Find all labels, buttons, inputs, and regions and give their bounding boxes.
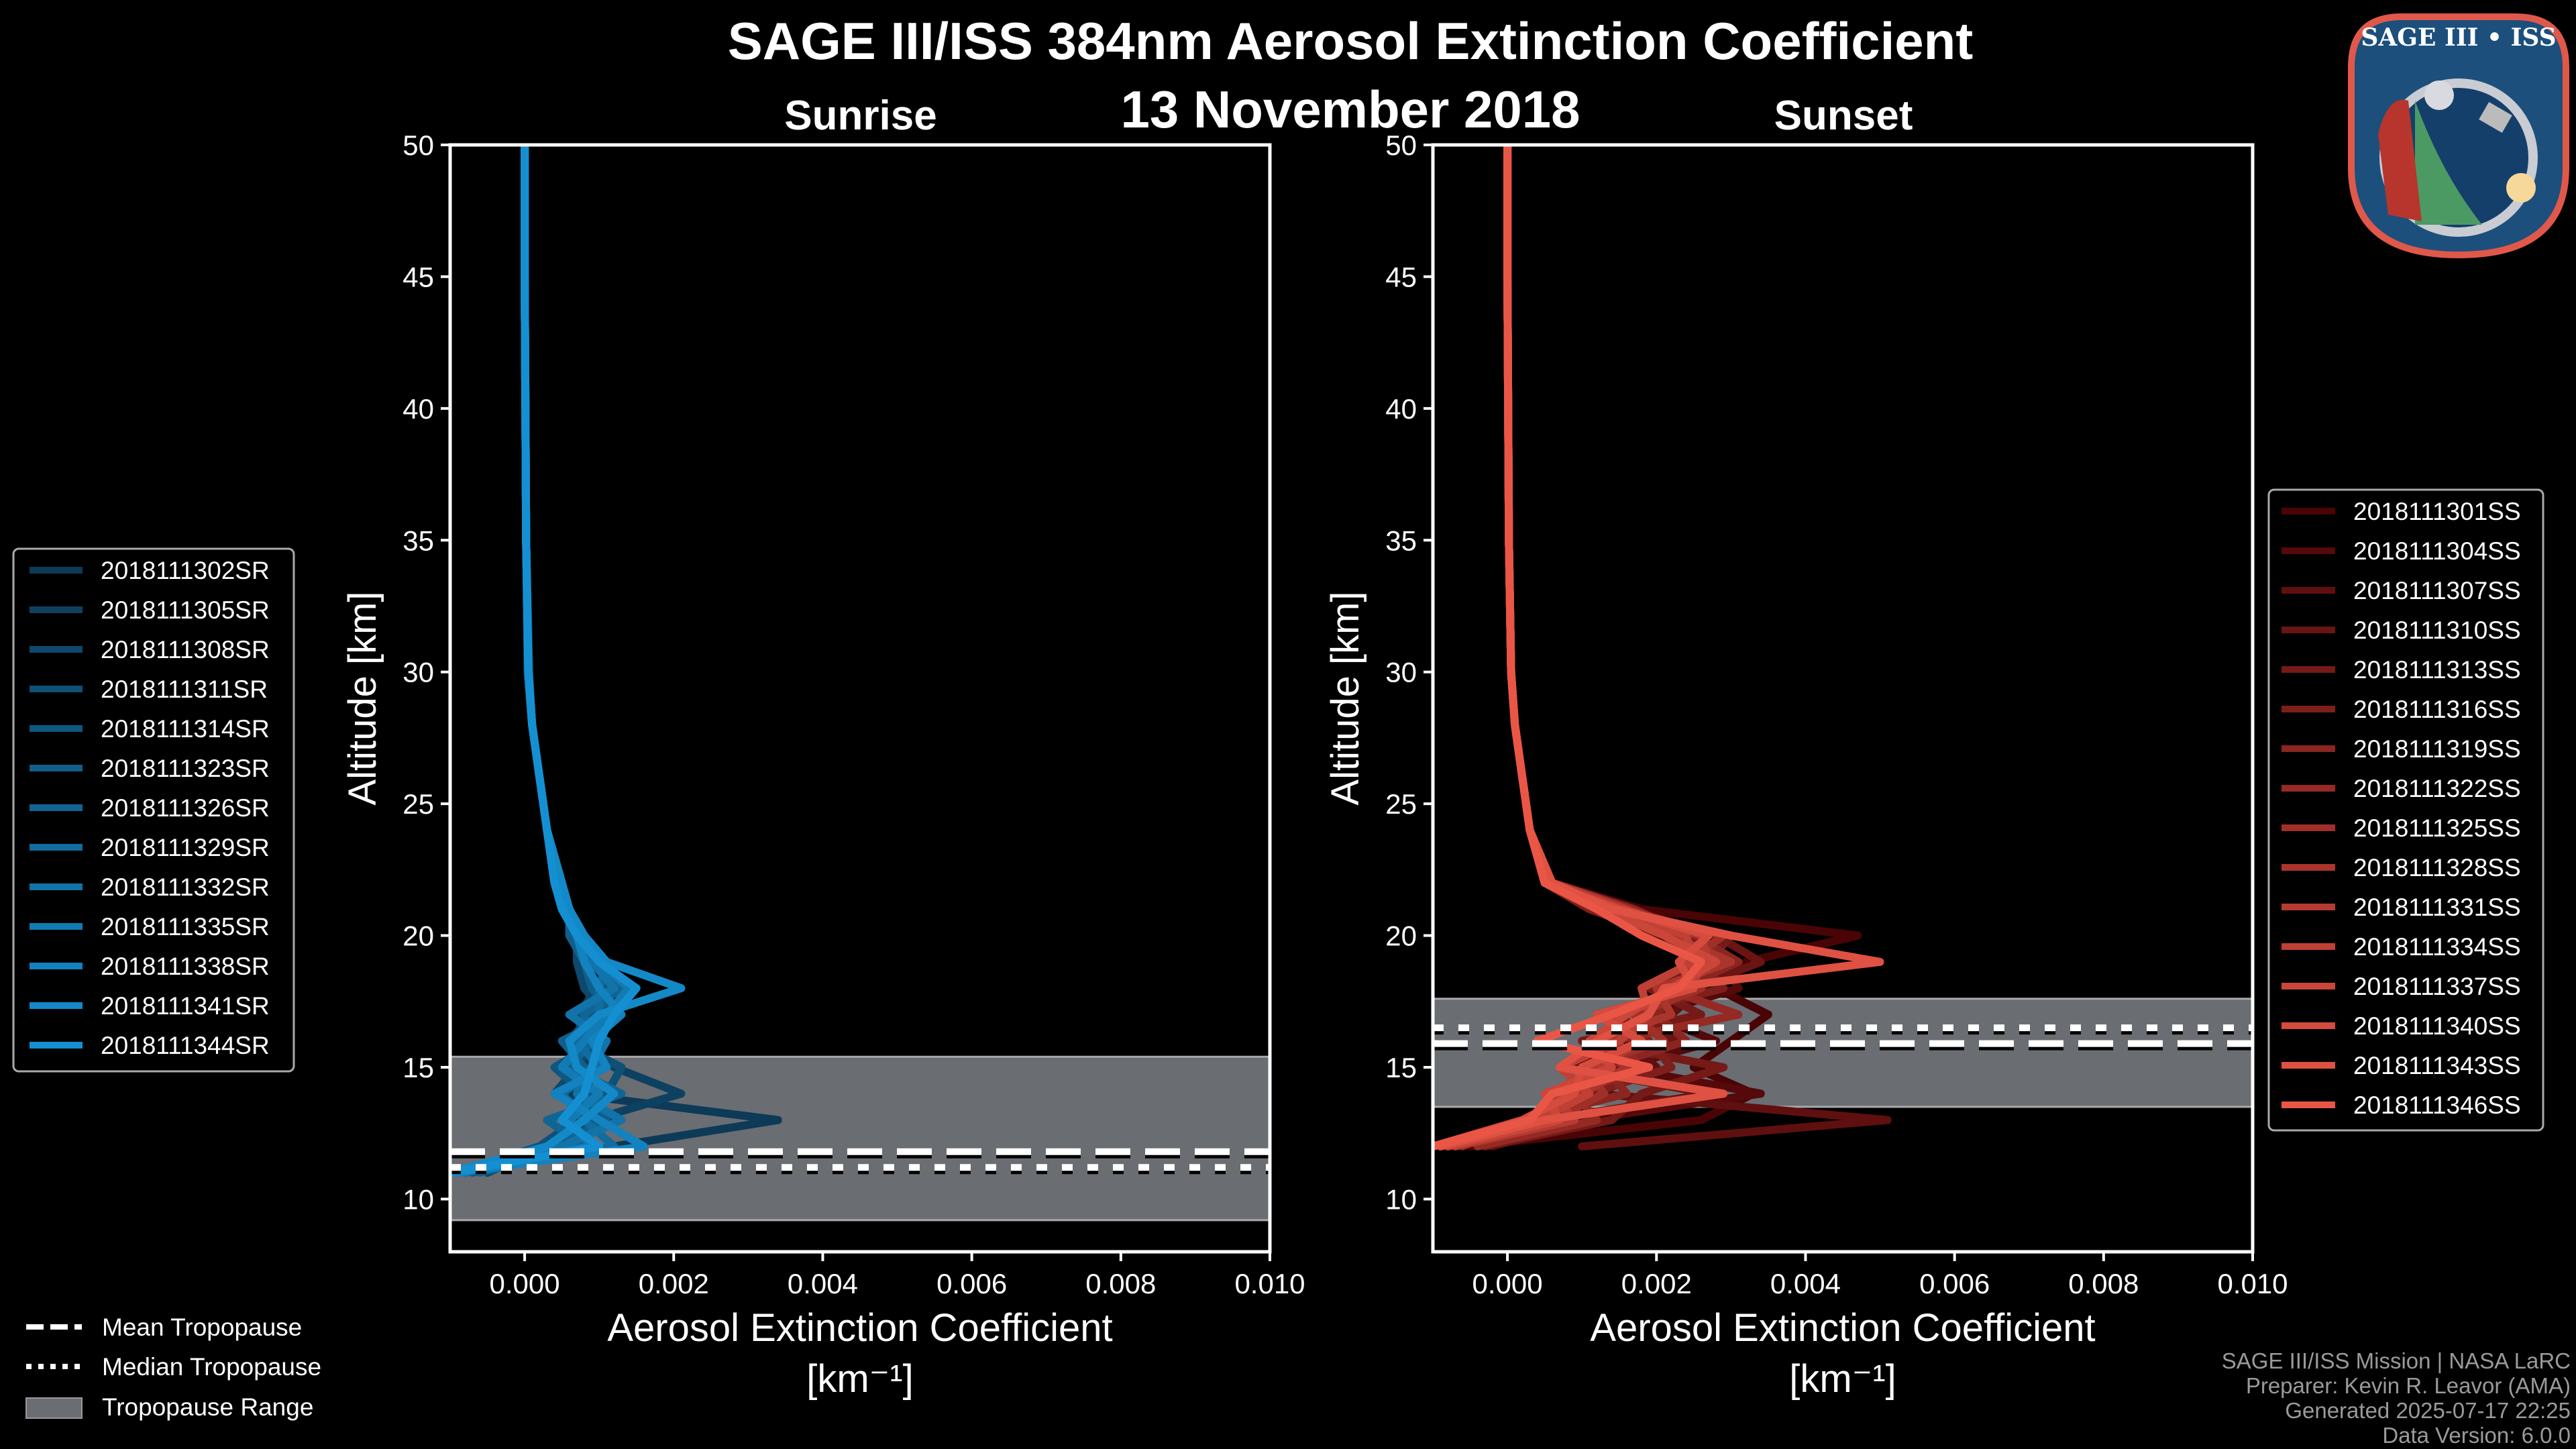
legend-label: 2018111307SS: [2353, 577, 2521, 604]
legend-label: 2018111331SS: [2353, 894, 2521, 921]
legend-label: 2018111344SR: [101, 1032, 270, 1059]
tropopause-legend: Mean Tropopause Median Tropopause Tropop…: [25, 1313, 321, 1421]
legend-label: 2018111341SR: [101, 992, 270, 1020]
x-tick-label: 0.008: [1085, 1268, 1156, 1299]
footer-credits: SAGE III/ISS Mission | NASA LaRC Prepare…: [2222, 1348, 2571, 1448]
x-tick-label: 0.010: [2217, 1268, 2288, 1299]
legend-label: 2018111314SR: [101, 715, 270, 743]
legend-label: 2018111346SS: [2353, 1091, 2521, 1119]
tropopause-range-swatch: [25, 1397, 83, 1419]
sunset-axes-frame: [1431, 143, 2255, 1254]
x-tick-label: 0.006: [1919, 1268, 1990, 1299]
sunrise-axes: 10 15 20 25 30 35 40 45 50 0.000 0.002 0.004 0.006 0.…: [402, 129, 1305, 1299]
sunset-axes: 10 15 20 25 30 35 40 45 50 0.000 0.002 0.004 0.006 0.…: [1385, 129, 2288, 1299]
legend-label: 2018111328SS: [2353, 854, 2521, 881]
x-tick-label: 0.006: [936, 1268, 1007, 1299]
y-tick-label: 10: [1385, 1183, 1417, 1215]
y-tick-label: 50: [402, 129, 434, 161]
x-tick-label: 0.002: [1621, 1268, 1692, 1299]
profile-line-2018111344SR: [450, 145, 641, 1177]
median-tropopause-label: Median Tropopause: [102, 1353, 321, 1381]
legend-label: 2018111332SR: [101, 873, 270, 901]
legend-label: 2018111310SS: [2353, 616, 2521, 644]
y-tick-label: 40: [402, 393, 434, 425]
sunset-panel-title: Sunset: [1774, 93, 1913, 139]
x-tick-label: 0.000: [1472, 1268, 1543, 1299]
legend-label: 2018111326SR: [101, 794, 270, 822]
y-tick-label: 45: [1385, 261, 1417, 292]
legend-label: 2018111313SS: [2353, 656, 2521, 684]
legend-label: 2018111335SR: [101, 913, 270, 941]
legend-label: 2018111338SR: [101, 953, 270, 980]
sunrise-legend: 2018111302SR 2018111305SR 2018111308SR 2018…: [12, 547, 295, 1073]
y-tick-label: 10: [402, 1183, 434, 1215]
footer-mission: SAGE III/ISS Mission | NASA LaRC: [2222, 1348, 2571, 1373]
chart-date: 13 November 2018: [1120, 80, 1580, 139]
legend-label: 2018111337SS: [2353, 973, 2521, 1000]
y-tick-label: 15: [402, 1052, 434, 1083]
sunset-y-axis-label: Altitude [km]: [1324, 591, 1367, 805]
footer-data-version: Data Version: 6.0.0: [2382, 1423, 2571, 1448]
chart-title: SAGE III/ISS 384nm Aerosol Extinction Co…: [728, 11, 1974, 70]
legend-label: 2018111329SR: [101, 834, 270, 861]
y-tick-label: 50: [1385, 129, 1417, 161]
sage-iii-iss-logo: SAGE III • ISS: [2348, 13, 2569, 258]
legend-label: 2018111305SR: [101, 596, 270, 624]
sunrise-y-axis-label: Altitude [km]: [341, 591, 384, 805]
x-tick-label: 0.000: [490, 1268, 560, 1299]
legend-label: 2018111334SS: [2353, 933, 2521, 961]
x-tick-label: 0.004: [1770, 1268, 1841, 1299]
sunrise-axes-frame: [448, 143, 1272, 1254]
sunset-x-axis-unit: [km⁻¹]: [1789, 1357, 1896, 1401]
footer-preparer: Preparer: Kevin R. Leavor (AMA): [2246, 1373, 2571, 1398]
legend-label: 2018111308SR: [101, 636, 270, 663]
legend-label: 2018111316SS: [2353, 696, 2521, 723]
sunset-x-axis-label: Aerosol Extinction Coefficient: [1590, 1306, 2095, 1350]
y-tick-label: 25: [1385, 788, 1417, 820]
y-tick-label: 30: [1385, 657, 1417, 688]
y-tick-label: 20: [402, 920, 434, 952]
profile-line-2018111346SS: [1433, 145, 1705, 1150]
legend-label: 2018111304SS: [2353, 537, 2521, 565]
y-tick-label: 20: [1385, 920, 1417, 952]
y-tick-label: 40: [1385, 393, 1417, 425]
x-tick-label: 0.010: [1234, 1268, 1305, 1299]
panel-titles: Sunrise Sunset: [784, 93, 1913, 139]
legend-label: 2018111325SS: [2353, 814, 2521, 842]
legend-label: 2018111323SR: [101, 755, 270, 782]
y-tick-label: 45: [402, 261, 434, 292]
sunset-legend: 2018111301SS 2018111304SS 2018111307SS 2018…: [2267, 488, 2544, 1132]
y-tick-label: 15: [1385, 1052, 1417, 1083]
legend-label: 2018111322SS: [2353, 775, 2521, 802]
tropopause-range-label: Tropopause Range: [102, 1393, 313, 1421]
y-tick-label: 35: [402, 525, 434, 556]
legend-label: 2018111343SS: [2353, 1052, 2521, 1079]
svg-text:SAGE III • ISS: SAGE III • ISS: [2361, 23, 2556, 52]
y-tick-label: 35: [1385, 525, 1417, 556]
sunrise-panel-title: Sunrise: [784, 93, 936, 139]
x-tick-label: 0.004: [788, 1268, 858, 1299]
sunrise-x-axis-unit: [km⁻¹]: [806, 1357, 913, 1401]
y-tick-label: 25: [402, 788, 434, 820]
footer-generated: Generated 2025-07-17 22:25: [2285, 1398, 2571, 1423]
legend-label: 2018111340SS: [2353, 1012, 2521, 1040]
legend-label: 2018111311SR: [101, 676, 268, 703]
x-tick-label: 0.008: [2068, 1268, 2139, 1299]
y-tick-label: 30: [402, 657, 434, 688]
x-tick-label: 0.002: [639, 1268, 709, 1299]
legend-label: 2018111319SS: [2353, 735, 2521, 763]
legend-label: 2018111301SS: [2353, 498, 2521, 525]
legend-label: 2018111302SR: [101, 557, 270, 584]
sunrise-x-axis-label: Aerosol Extinction Coefficient: [607, 1306, 1112, 1350]
mean-tropopause-label: Mean Tropopause: [102, 1313, 302, 1341]
